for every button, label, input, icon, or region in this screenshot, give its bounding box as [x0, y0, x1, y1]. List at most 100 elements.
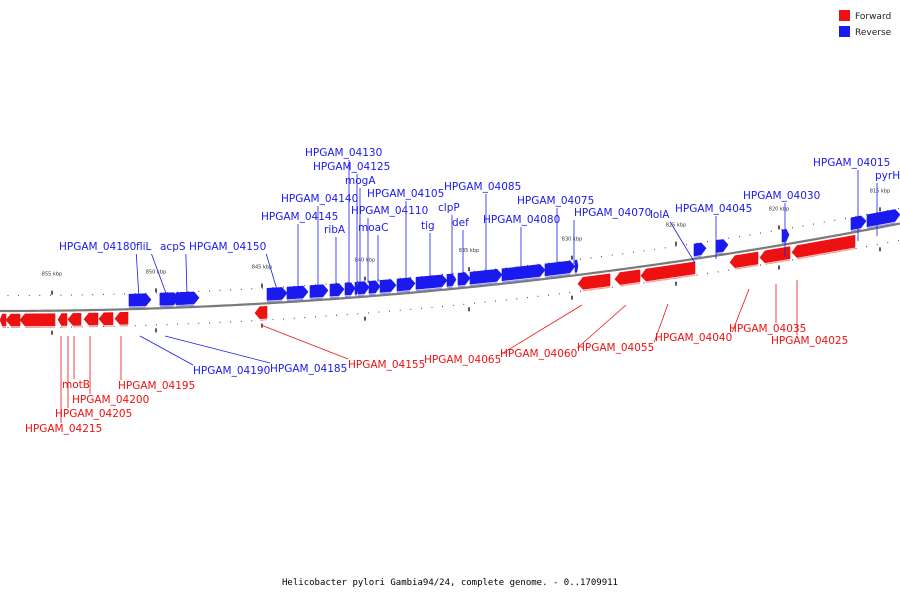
gene-label: HPGAM_04110 — [351, 205, 428, 217]
gene-arrow — [577, 273, 611, 290]
gene-label: HPGAM_04215 — [25, 423, 102, 435]
gene-arrow — [729, 251, 759, 269]
scale-label: 835 kbp — [459, 248, 479, 254]
gene-label: HPGAM_04075 — [517, 195, 594, 207]
genome-backbone — [0, 222, 900, 313]
gene-arrow — [614, 269, 641, 285]
scale-label: 830 kbp — [562, 237, 582, 243]
gene-arrow — [457, 272, 471, 286]
gene-label: HPGAM_04065 — [424, 354, 501, 366]
gene-arrow — [114, 311, 129, 325]
gene-labels: HPGAM_04215 HPGAM_04205 HPGAM_04200 motB HPG… — [25, 147, 900, 435]
gene-arrow — [469, 268, 503, 285]
gene-arrow — [266, 287, 288, 301]
gene-arrow — [19, 313, 56, 327]
gene-arrow — [5, 313, 21, 327]
gene-label: HPGAM_04060 — [500, 348, 577, 360]
gene-label: HPGAM_04030 — [743, 190, 820, 202]
gene-label: HPGAM_04125 — [313, 161, 390, 173]
gene-label: HPGAM_04015 — [813, 157, 890, 169]
gene-label: HPGAM_04195 — [118, 380, 195, 392]
gene-arrow — [501, 264, 546, 282]
gene-label: HPGAM_04200 — [72, 394, 149, 406]
gene-label: HPGAM_04130 — [305, 147, 382, 159]
gene-arrow — [357, 281, 370, 295]
gene-label: ribA — [324, 224, 346, 236]
gene-arrow — [83, 312, 99, 326]
gene-label: tig — [421, 220, 435, 232]
gene-arrow — [640, 261, 696, 282]
gene-leader — [731, 288, 750, 333]
gene-label: HPGAM_04190 — [193, 365, 270, 377]
forward-legend-label: Forward — [855, 12, 891, 22]
gene-leader — [501, 304, 583, 355]
gene-leader — [151, 253, 168, 297]
gene-arrow — [850, 215, 867, 231]
gene-label: acpS — [160, 241, 186, 253]
gene-arrow — [128, 293, 152, 307]
gene-label: HPGAM_04145 — [261, 211, 338, 223]
gene-arrow — [67, 312, 82, 326]
gene-label: lolA — [650, 209, 670, 221]
reverse-legend-swatch — [839, 26, 850, 37]
scale-label: 815 kbp — [870, 188, 890, 194]
gene-leader — [265, 253, 279, 294]
gene-arrow — [415, 274, 448, 290]
gene-label: clpP — [438, 202, 460, 214]
gene-arrow — [179, 291, 200, 305]
gene-label: HPGAM_04185 — [270, 363, 347, 375]
gene-arrow — [286, 285, 309, 300]
gene-arrow — [57, 313, 68, 326]
scale-label: 845 kbp — [252, 265, 272, 271]
gene-arrow — [574, 259, 579, 273]
gene-arrow — [98, 312, 114, 326]
gene-label: motB — [62, 379, 90, 391]
gene-arrow — [354, 281, 359, 295]
gene-arrow — [309, 284, 329, 298]
gene-arrow — [368, 280, 381, 294]
gene-label: HPGAM_04085 — [444, 181, 521, 193]
gene-leader — [577, 304, 627, 349]
gene-label: HPGAM_04205 — [55, 408, 132, 420]
gene-label: fliL — [136, 241, 152, 253]
gene-label: HPGAM_04025 — [771, 335, 848, 347]
gene-label: HPGAM_04140 — [281, 193, 358, 205]
scale-label: 840 kbp — [355, 258, 375, 264]
gene-label: def — [452, 217, 469, 229]
gene-leader — [260, 324, 349, 360]
gene-arrow — [693, 242, 707, 257]
gene-label: HPGAM_04055 — [577, 342, 654, 354]
scale-label: 850 kbp — [146, 269, 166, 275]
gene-leader — [139, 335, 194, 366]
reverse-legend-label: Reverse — [855, 28, 892, 38]
scale-label: 820 kbp — [769, 206, 789, 212]
gene-label: HPGAM_04105 — [367, 188, 444, 200]
gene-leader — [135, 253, 140, 299]
forward-legend-swatch — [839, 10, 850, 21]
gene-leader — [185, 253, 188, 297]
gene-label: HPGAM_04080 — [483, 214, 560, 226]
gene-arrows — [0, 209, 900, 328]
gene-label: HPGAM_04035 — [729, 323, 806, 335]
gene-arrow — [396, 277, 416, 292]
gene-arrow — [0, 313, 7, 327]
gene-label: HPGAM_04040 — [655, 332, 732, 344]
gene-arrow — [254, 305, 268, 320]
gene-arrow — [759, 246, 791, 264]
gene-arrow — [866, 209, 900, 228]
gene-leader — [669, 221, 696, 264]
gene-arrow — [791, 234, 856, 258]
gene-label: HPGAM_04045 — [675, 203, 752, 215]
gene-arrow — [446, 273, 457, 287]
gene-label: HPGAM_04155 — [348, 359, 425, 371]
gene-label: HPGAM_04070 — [574, 207, 651, 219]
gene-arrow — [715, 239, 729, 253]
gene-label: HPGAM_04150 — [189, 241, 266, 253]
gene-arrow — [344, 282, 356, 296]
gene-label: pyrH — [875, 170, 900, 182]
gene-leaders — [60, 160, 878, 423]
gene-arrow — [544, 260, 576, 277]
scale-label: 825 kbp — [666, 223, 686, 229]
gene-arrow — [781, 228, 790, 243]
